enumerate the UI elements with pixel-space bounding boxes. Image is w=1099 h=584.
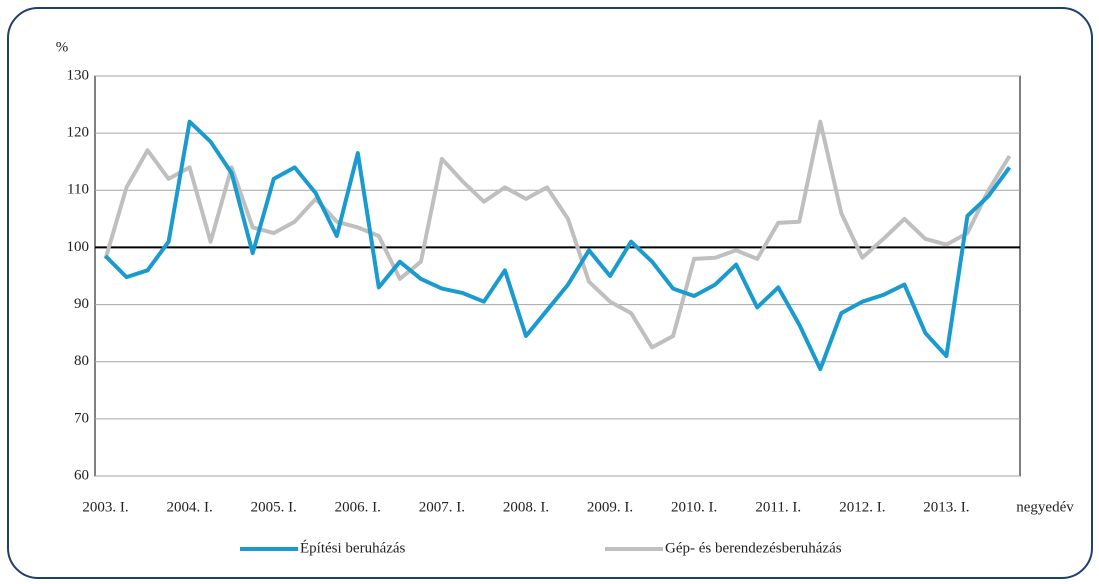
- plot-area: [94, 75, 1021, 477]
- y-tick-label: 80: [74, 353, 89, 369]
- legend-label: Építési beruházás: [300, 539, 406, 556]
- x-tick-label: 2010. I.: [671, 499, 717, 515]
- y-tick-label: 110: [67, 182, 89, 198]
- y-tick-label: 130: [67, 67, 90, 83]
- y-tick-label: 120: [67, 125, 90, 141]
- x-tick-label: 2004. I.: [166, 499, 212, 515]
- y-tick-label: 100: [67, 239, 90, 255]
- y-tick-label: 60: [74, 467, 89, 483]
- x-tick-label: 2003. I.: [82, 499, 128, 515]
- x-tick-label: 2013. I.: [923, 499, 969, 515]
- x-tick-label: 2007. I.: [419, 499, 465, 515]
- y-tick-label: 90: [74, 296, 89, 312]
- x-tick-label: 2011. I.: [755, 499, 801, 515]
- y-tick-label: 70: [74, 410, 89, 426]
- legend-label: Gép- és berendezésberuházás: [665, 540, 842, 556]
- x-axis-label: negyedév: [1016, 499, 1074, 515]
- y-axis-label: %: [56, 39, 69, 55]
- x-tick-label: 2009. I.: [587, 499, 633, 515]
- x-tick-label: 2006. I.: [335, 499, 381, 515]
- x-tick-label: 2012. I.: [839, 499, 885, 515]
- x-tick-label: 2005. I.: [251, 499, 297, 515]
- series-line: [103, 119, 1012, 350]
- x-tick-label: 2008. I.: [503, 499, 549, 515]
- series-line: [104, 119, 1012, 372]
